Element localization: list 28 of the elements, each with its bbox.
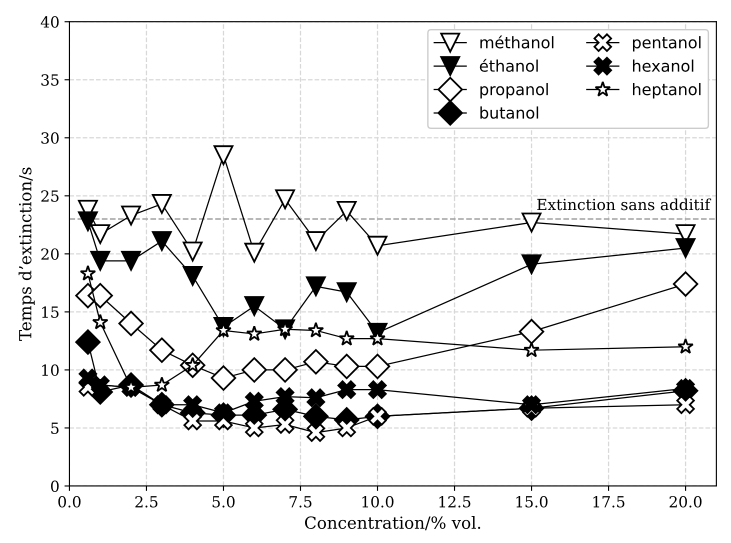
x-tick-label: 7.5 [290,496,312,508]
y-tick-label: 0 [51,480,59,492]
legend-label: hexanol [632,60,694,72]
y-tick-label: 30 [41,132,59,144]
ref-line-label: Extinction sans additif [537,198,712,210]
y-tick-label: 15 [42,306,59,318]
legend-label: propanol [480,82,548,98]
x-tick-label: 2.5 [135,496,158,508]
x-tick-label: 15.0 [516,496,548,508]
x-tick-label: 0.0 [58,496,81,508]
y-tick-label: 5 [51,422,59,434]
y-tick-label: 20 [41,248,59,260]
x-tick-label: 10.0 [362,496,394,508]
x-tick-label: 20.0 [670,496,702,508]
legend-label: éthanol [480,58,538,72]
x-tick-label: 12.5 [439,496,470,508]
y-tick-label: 25 [41,190,59,202]
x-axis-title: Concentration/% vol. [305,516,480,530]
x-tick-label: 5.0 [212,496,235,508]
y-tick-label: 40 [40,16,59,28]
legend-label: heptanol [632,82,701,98]
legend-label: pentanol [632,36,701,52]
legend-label: butanol [480,106,538,119]
y-axis-title: Temps d’extinction/s [18,168,35,341]
x-tick-label: 17.5 [593,496,624,508]
legend-label: méthanol [480,35,554,48]
y-tick-label: 10 [42,364,59,376]
y-tick-label: 35 [41,74,59,86]
